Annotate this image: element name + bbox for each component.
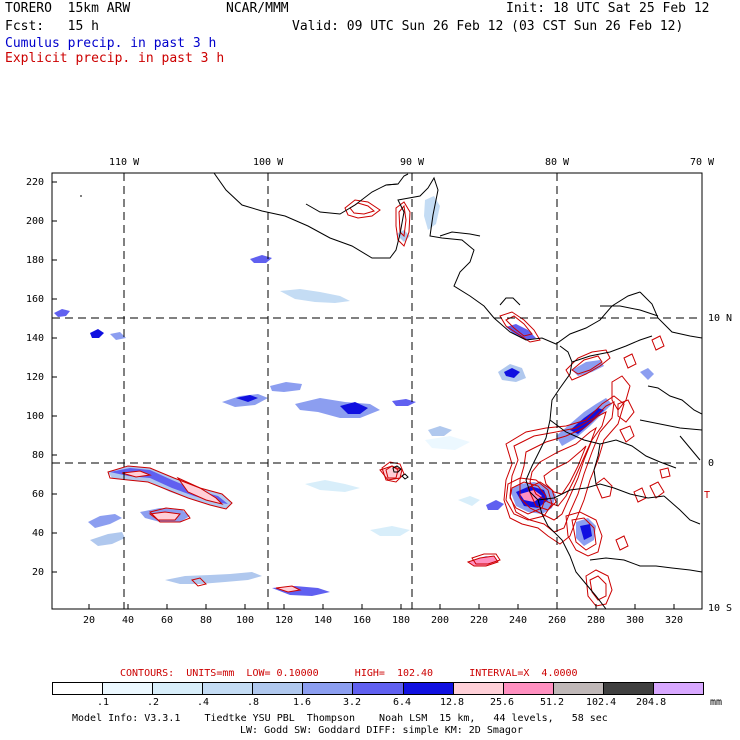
x-tick-label: 320 [665, 615, 684, 626]
colorbar-label: 6.4 [393, 697, 412, 708]
y-tick-label: 160 [26, 294, 45, 305]
x-tick-label: 40 [122, 615, 135, 626]
x-tick-label: 60 [161, 615, 174, 626]
x-tick-label: 220 [470, 615, 489, 626]
frame-ticks [52, 181, 675, 609]
x-tick-label: 160 [353, 615, 372, 626]
y-tick-label: 100 [26, 411, 45, 422]
colorbar-label: .8 [247, 697, 260, 708]
colorbar-swatch [103, 683, 154, 694]
forecast-hour: Fcst: 15 h [5, 19, 99, 34]
lat-label-0: 0 [708, 458, 715, 469]
coastlines [80, 173, 702, 609]
y-tick-label: 180 [26, 255, 45, 266]
y-tick-label: 60 [32, 489, 45, 500]
colorbar-label: 51.2 [540, 697, 565, 708]
colorbar-label: 12.8 [440, 697, 465, 708]
x-tick-label: 120 [275, 615, 294, 626]
x-tick-label: 280 [587, 615, 606, 626]
colorbar-label: 102.4 [586, 697, 617, 708]
model-info-line1: Model Info: V3.3.1 Tiedtke YSU PBL Thomp… [72, 713, 608, 724]
x-tick-label: 240 [509, 615, 528, 626]
map-frame [51, 172, 703, 610]
y-tick-label: 80 [32, 450, 45, 461]
colorbar-label: 25.6 [490, 697, 515, 708]
x-tick-label: 80 [200, 615, 213, 626]
cumulus-precip-areas [54, 196, 654, 596]
contour-info: CONTOURS: UNITS=mm LOW= 0.10000 HIGH= 10… [120, 668, 578, 679]
x-tick-label: 100 [236, 615, 255, 626]
x-tick-label: 260 [548, 615, 567, 626]
lon-label-110w: 110 W [109, 157, 140, 168]
y-tick-label: 140 [26, 333, 45, 344]
colorbar-label: 3.2 [343, 697, 362, 708]
x-tick-label: 20 [83, 615, 96, 626]
x-tick-label: 180 [392, 615, 411, 626]
colorbar-swatch [53, 683, 104, 694]
colorbar-swatch [253, 683, 304, 694]
x-tick-label: 140 [314, 615, 333, 626]
lat-label-10s: 10 S [708, 603, 733, 614]
model-info-line2: LW: Godd SW: Goddard DIFF: simple KM: 2D… [240, 725, 523, 736]
colorbar-unit: mm [710, 697, 723, 708]
lon-label-80w: 80 W [545, 157, 570, 168]
lon-label-70w: 70 W [690, 157, 715, 168]
init-time: Init: 18 UTC Sat 25 Feb 12 [506, 1, 710, 16]
colorbar-label: .4 [197, 697, 210, 708]
colorbar [52, 682, 704, 695]
map-background [52, 173, 702, 609]
explicit-precip-contours [107, 199, 671, 607]
colorbar-swatch [453, 683, 504, 694]
colorbar-label: 204.8 [636, 697, 667, 708]
colorbar-swatch [403, 683, 454, 694]
x-tick-label: 200 [431, 615, 450, 626]
colorbar-swatch [353, 683, 404, 694]
colorbar-swatch [153, 683, 204, 694]
colorbar-swatch [203, 683, 254, 694]
valid-time: Valid: 09 UTC Sun 26 Feb 12 (03 CST Sun … [292, 19, 684, 34]
colorbar-swatch [603, 683, 654, 694]
colorbar-swatch [653, 683, 704, 694]
map-marker-t: T [704, 490, 711, 501]
x-tick-label: 300 [626, 615, 645, 626]
colorbar-label: .1 [97, 697, 110, 708]
cumulus-precip-label: Cumulus precip. in past 3 h [5, 36, 217, 51]
y-tick-label: 120 [26, 372, 45, 383]
colorbar-label: .2 [147, 697, 160, 708]
colorbar-swatch [553, 683, 604, 694]
y-tick-label: 40 [32, 528, 45, 539]
latlon-grid [52, 173, 702, 609]
y-tick-label: 20 [32, 567, 45, 578]
colorbar-swatch [303, 683, 354, 694]
colorbar-swatch [503, 683, 554, 694]
model-name: TORERO 15km ARW [5, 1, 131, 16]
organization: NCAR/MMM [226, 1, 289, 16]
lon-label-100w: 100 W [253, 157, 284, 168]
lat-label-10n: 10 N [708, 313, 733, 324]
colorbar-label: 1.6 [293, 697, 312, 708]
y-tick-label: 200 [26, 216, 45, 227]
explicit-precip-label: Explicit precip. in past 3 h [5, 51, 225, 66]
lon-label-90w: 90 W [400, 157, 425, 168]
y-tick-label: 220 [26, 177, 45, 188]
